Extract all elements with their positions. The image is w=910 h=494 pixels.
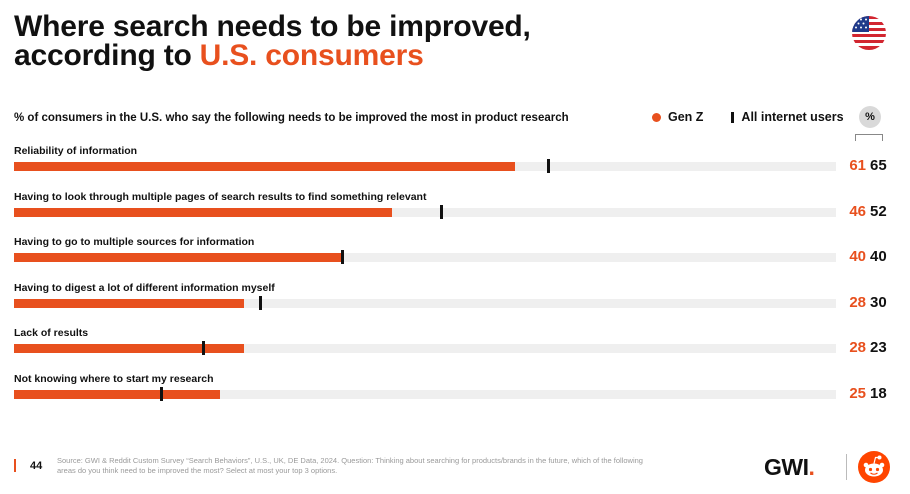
us-flag-icon bbox=[852, 16, 886, 50]
value-label-all: 18 bbox=[870, 384, 887, 402]
percent-badge: % bbox=[859, 106, 881, 128]
reddit-logo-icon bbox=[858, 451, 890, 483]
bar-genz bbox=[14, 298, 245, 308]
legend-all-swatch bbox=[731, 111, 735, 123]
bar-genz bbox=[14, 207, 393, 217]
gwi-logo-dot: . bbox=[808, 454, 815, 480]
page-number: 44 bbox=[30, 460, 43, 472]
marker-all-internet-users bbox=[546, 159, 550, 173]
logo-separator bbox=[846, 454, 847, 480]
bar-label: Having to go to multiple sources for inf… bbox=[14, 236, 255, 248]
value-label-genz: 46 bbox=[849, 202, 866, 220]
value-label-all: 52 bbox=[870, 202, 887, 220]
marker-all-internet-users bbox=[259, 295, 263, 310]
value-label-all: 40 bbox=[870, 248, 887, 265]
value-label-genz: 61 bbox=[849, 157, 866, 174]
title-prefix: according to bbox=[14, 39, 192, 72]
legend: Gen Z All internet users bbox=[652, 110, 844, 124]
bar-track bbox=[14, 159, 836, 173]
bar-genz bbox=[14, 253, 343, 262]
bar-track bbox=[14, 295, 836, 310]
bar-genz bbox=[14, 344, 245, 353]
value-label-all: 65 bbox=[870, 157, 887, 174]
value-label-all: 30 bbox=[870, 293, 887, 311]
title-accent: U.S. consumers bbox=[199, 39, 424, 72]
marker-all-internet-users bbox=[201, 341, 205, 355]
percent-bracket bbox=[855, 134, 883, 141]
title-line-2: according to U.S. consumers bbox=[14, 39, 531, 72]
page-title: Where search needs to be improved, accor… bbox=[14, 10, 531, 72]
bar-track bbox=[14, 386, 836, 401]
bar-track bbox=[14, 341, 836, 355]
value-label-genz: 28 bbox=[849, 339, 866, 356]
bar-label: Lack of results bbox=[14, 327, 89, 339]
legend-genz-label: Gen Z bbox=[668, 110, 704, 124]
bar-label: Having to look through multiple pages of… bbox=[14, 190, 427, 203]
chart-subtitle: % of consumers in the U.S. who say the f… bbox=[14, 112, 569, 124]
value-label-genz: 40 bbox=[849, 248, 866, 265]
marker-all-internet-users bbox=[439, 204, 443, 219]
bar-genz bbox=[14, 162, 516, 171]
gwi-logo: GWI. bbox=[764, 454, 815, 481]
bar-track bbox=[14, 250, 836, 264]
marker-all-internet-users bbox=[341, 250, 345, 264]
bar-label: Reliability of information bbox=[14, 145, 138, 157]
value-label-all: 23 bbox=[870, 339, 887, 356]
value-label-genz: 25 bbox=[849, 384, 866, 402]
legend-genz-swatch bbox=[652, 112, 661, 122]
bar-track bbox=[14, 204, 836, 219]
source-note: Source: GWI & Reddit Custom Survey “Sear… bbox=[57, 456, 643, 475]
legend-all-label: All internet users bbox=[741, 110, 844, 124]
footer-accent-line bbox=[14, 459, 16, 472]
gwi-logo-text: GWI bbox=[764, 454, 809, 480]
marker-all-internet-users bbox=[160, 386, 164, 401]
title-line-1: Where search needs to be improved, bbox=[14, 10, 531, 43]
bar-genz bbox=[14, 389, 220, 399]
bar-label: Having to digest a lot of different info… bbox=[14, 281, 275, 294]
value-label-genz: 28 bbox=[849, 293, 866, 311]
bar-label: Not knowing where to start my research bbox=[14, 372, 214, 385]
